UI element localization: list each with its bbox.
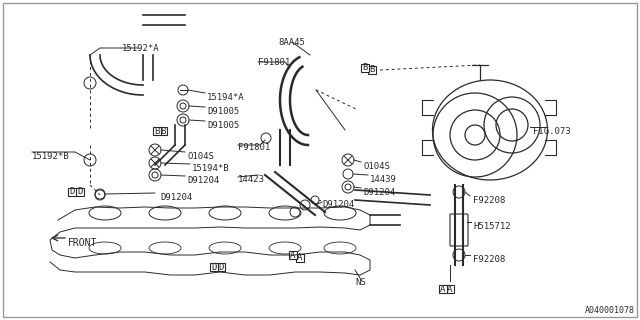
FancyBboxPatch shape (368, 66, 376, 74)
Text: 14439: 14439 (370, 175, 397, 184)
Text: D: D (69, 188, 75, 196)
Text: A040001078: A040001078 (585, 306, 635, 315)
Text: O104S: O104S (363, 162, 390, 171)
Text: D: D (77, 188, 83, 196)
Text: B: B (369, 66, 374, 75)
Text: 8AA45: 8AA45 (278, 38, 305, 47)
Text: B: B (362, 63, 368, 73)
Text: D: D (218, 262, 224, 271)
FancyBboxPatch shape (289, 251, 297, 259)
FancyBboxPatch shape (76, 188, 84, 196)
Text: A: A (298, 253, 303, 262)
Text: D91005: D91005 (207, 121, 239, 130)
FancyBboxPatch shape (159, 127, 167, 135)
Text: FIG.073: FIG.073 (533, 127, 571, 136)
FancyBboxPatch shape (439, 285, 447, 293)
Text: H515712: H515712 (473, 222, 511, 231)
Text: A: A (291, 251, 296, 260)
Text: B: B (154, 126, 160, 135)
Text: FRONT: FRONT (68, 238, 97, 248)
Text: D: D (211, 262, 217, 271)
FancyBboxPatch shape (153, 127, 161, 135)
FancyBboxPatch shape (217, 263, 225, 271)
Text: F91801: F91801 (238, 143, 270, 152)
Text: O104S: O104S (187, 152, 214, 161)
Text: 15194*A: 15194*A (207, 93, 244, 102)
FancyBboxPatch shape (446, 285, 454, 293)
FancyBboxPatch shape (296, 254, 304, 262)
Text: D91204: D91204 (160, 193, 192, 202)
FancyBboxPatch shape (450, 214, 468, 246)
Text: F92208: F92208 (473, 255, 505, 264)
Text: F91801: F91801 (258, 58, 291, 67)
Text: A: A (447, 284, 452, 293)
Text: NS: NS (355, 278, 365, 287)
FancyBboxPatch shape (68, 188, 76, 196)
Text: 15192*B: 15192*B (32, 152, 70, 161)
FancyBboxPatch shape (210, 263, 218, 271)
Text: D91204: D91204 (187, 176, 220, 185)
Text: 15192*A: 15192*A (122, 44, 159, 53)
Text: B: B (160, 126, 166, 135)
FancyBboxPatch shape (361, 64, 369, 72)
Text: A: A (440, 284, 445, 293)
Text: D91204: D91204 (363, 188, 396, 197)
Text: 15194*B: 15194*B (192, 164, 230, 173)
Text: D91204: D91204 (322, 200, 355, 209)
Text: F92208: F92208 (473, 196, 505, 205)
Text: 14423: 14423 (238, 175, 265, 184)
Text: D91005: D91005 (207, 107, 239, 116)
